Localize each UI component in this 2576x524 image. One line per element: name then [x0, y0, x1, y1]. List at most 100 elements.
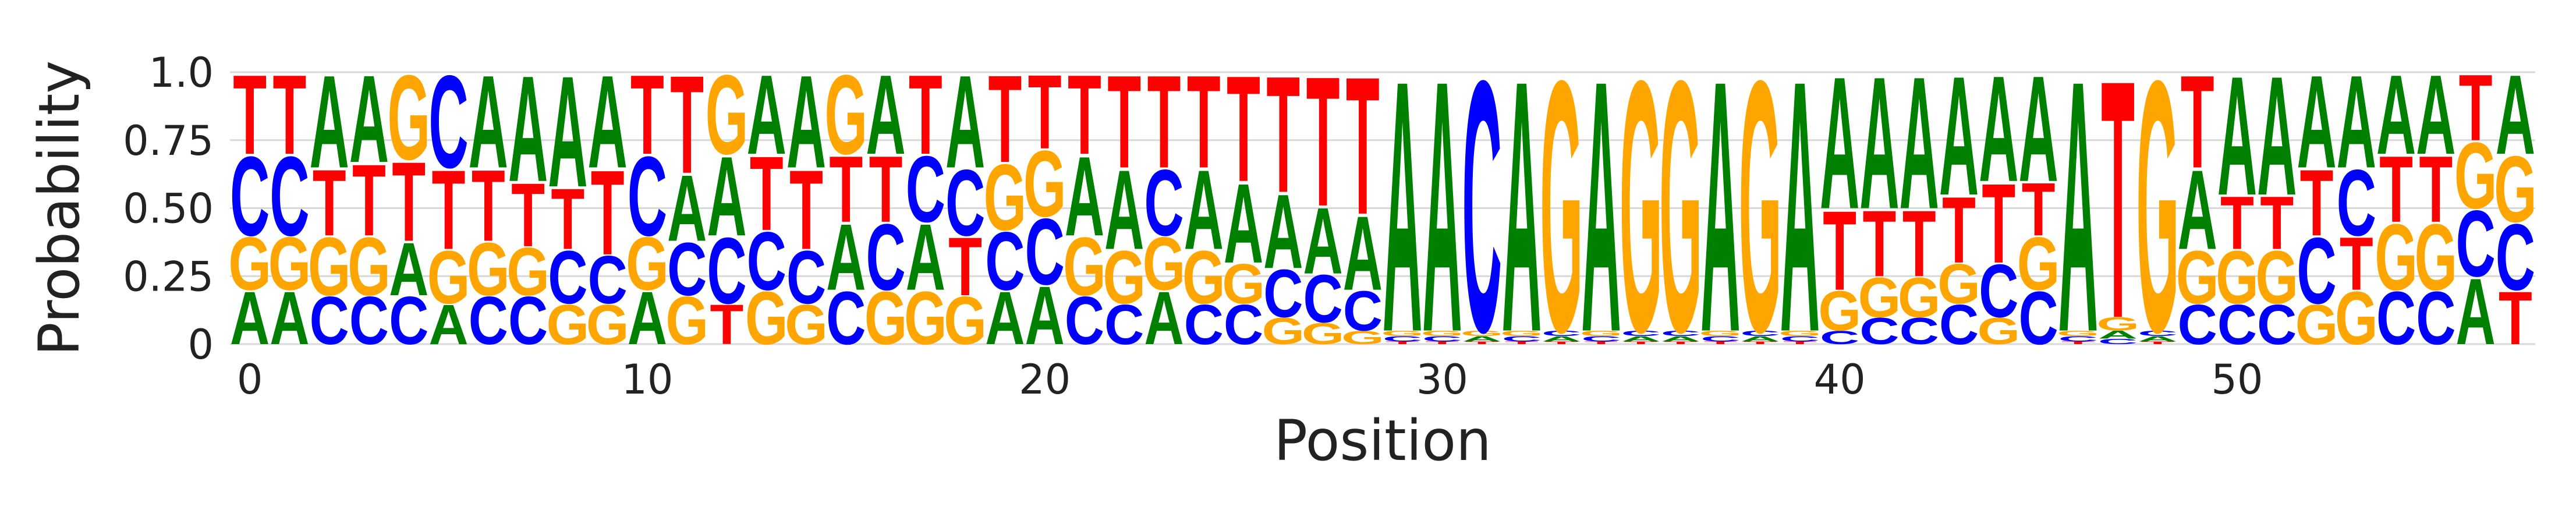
base-t-glyph: T: [2061, 341, 2095, 345]
base-g-glyph: G: [427, 235, 470, 320]
base-a-glyph: A: [469, 48, 508, 196]
base-c-glyph: C: [1502, 335, 1542, 343]
base-g-glyph: G: [1500, 329, 1543, 337]
base-c-glyph: C: [2018, 276, 2058, 360]
base-g-glyph: G: [586, 293, 629, 356]
base-a-glyph: A: [826, 205, 866, 310]
base-g-glyph: G: [1778, 329, 1822, 337]
base-a-glyph: A: [1700, 6, 1740, 407]
base-t-glyph: T: [2141, 341, 2174, 345]
base-c-glyph: C: [2257, 293, 2297, 356]
base-a-glyph: A: [1661, 335, 1700, 343]
base-g-glyph: G: [2096, 313, 2139, 334]
y-axis-label: Probability: [27, 61, 92, 356]
y-tick-label: 0.75: [123, 117, 214, 165]
base-t-glyph: T: [432, 147, 466, 273]
base-c-glyph: C: [2098, 337, 2138, 345]
base-g-glyph: G: [387, 51, 430, 186]
base-a-glyph: A: [428, 293, 468, 356]
base-g-glyph: G: [1898, 266, 1941, 329]
base-a-glyph: A: [2098, 328, 2138, 341]
base-c-glyph: C: [1263, 256, 1303, 332]
base-g-glyph: G: [824, 52, 867, 178]
base-t-glyph: T: [273, 52, 307, 178]
base-g-glyph: G: [665, 283, 708, 359]
base-t-glyph: T: [1227, 45, 1260, 214]
base-g-glyph: G: [2415, 205, 2458, 310]
base-g-glyph: G: [1302, 317, 1345, 351]
base-a-glyph: A: [786, 48, 826, 196]
base-c-glyph: C: [469, 283, 508, 359]
base-t-glyph: T: [1544, 341, 1578, 345]
base-t-glyph: T: [2379, 137, 2413, 242]
base-g-glyph: G: [2176, 235, 2219, 320]
base-g-glyph: G: [785, 293, 828, 356]
base-t-glyph: T: [551, 171, 584, 268]
base-c-glyph: C: [2138, 329, 2177, 337]
base-t-glyph: T: [1744, 341, 1777, 345]
base-t-glyph: T: [1465, 341, 1499, 345]
base-g-glyph: G: [864, 276, 908, 360]
base-c-glyph: C: [508, 283, 548, 359]
base-g-glyph: G: [506, 233, 550, 310]
base-c-glyph: C: [2297, 219, 2336, 324]
base-t-glyph: T: [2022, 168, 2056, 252]
base-g-glyph: G: [984, 146, 1027, 251]
base-a-glyph: A: [1144, 276, 1184, 360]
base-t-glyph: T: [313, 151, 346, 256]
base-a-glyph: A: [1263, 172, 1303, 291]
base-a-glyph: A: [389, 227, 428, 311]
base-g-glyph: G: [308, 219, 351, 313]
base-c-glyph: C: [1939, 293, 1979, 356]
base-c-glyph: C: [1025, 200, 1064, 305]
base-g-glyph: G: [2454, 123, 2497, 229]
base-a-glyph: A: [1859, 37, 1899, 248]
base-a-glyph: A: [310, 48, 349, 196]
base-c-glyph: C: [1661, 329, 1700, 337]
base-a-glyph: A: [1104, 147, 1144, 273]
base-c-glyph: C: [2217, 293, 2257, 356]
base-g-glyph: G: [626, 222, 669, 306]
base-c-glyph: C: [1979, 249, 2018, 334]
base-g-glyph: G: [1461, 329, 1504, 337]
base-c-glyph: C: [2376, 276, 2416, 360]
base-a-glyph: A: [1740, 335, 1780, 343]
base-a-glyph: A: [1383, 6, 1422, 407]
base-a-glyph: A: [1542, 335, 1581, 343]
base-t-glyph: T: [710, 293, 744, 356]
base-t-glyph: T: [1266, 43, 1300, 228]
base-g-glyph: G: [2216, 235, 2259, 320]
base-a-glyph: A: [1462, 335, 1502, 343]
base-g-glyph: G: [1699, 329, 1742, 337]
base-t-glyph: T: [2459, 55, 2493, 161]
base-g-glyph: G: [547, 293, 590, 356]
base-t-glyph: T: [1902, 192, 1936, 297]
x-axis-label: Position: [1274, 408, 1491, 473]
base-c-glyph: C: [1065, 283, 1104, 359]
base-a-glyph: A: [906, 205, 945, 310]
base-a-glyph: A: [1422, 6, 1462, 407]
base-c-glyph: C: [389, 283, 428, 359]
base-t-glyph: T: [909, 52, 942, 178]
base-c-glyph: C: [310, 283, 349, 359]
base-a-glyph: A: [1303, 189, 1342, 294]
base-a-glyph: A: [1502, 6, 1542, 407]
base-a-glyph: A: [2058, 6, 2098, 407]
base-c-glyph: C: [1303, 261, 1342, 337]
base-g-glyph: G: [1222, 253, 1265, 316]
base-c-glyph: C: [2177, 293, 2217, 356]
base-g-glyph: G: [944, 283, 987, 359]
base-a-glyph: A: [2177, 147, 2217, 273]
base-t-glyph: T: [233, 52, 267, 178]
base-g-glyph: G: [1262, 310, 1305, 352]
base-t-glyph: T: [1505, 341, 1539, 345]
base-t-glyph: T: [1664, 341, 1698, 345]
base-c-glyph: C: [985, 214, 1025, 307]
base-a-glyph: A: [1184, 147, 1224, 273]
base-c-glyph: C: [628, 134, 667, 260]
base-t-glyph: T: [1187, 48, 1221, 196]
base-a-glyph: A: [866, 52, 905, 178]
base-t-glyph: T: [1942, 178, 1976, 284]
base-t-glyph: T: [591, 146, 625, 281]
base-g-glyph: G: [1182, 235, 1225, 320]
